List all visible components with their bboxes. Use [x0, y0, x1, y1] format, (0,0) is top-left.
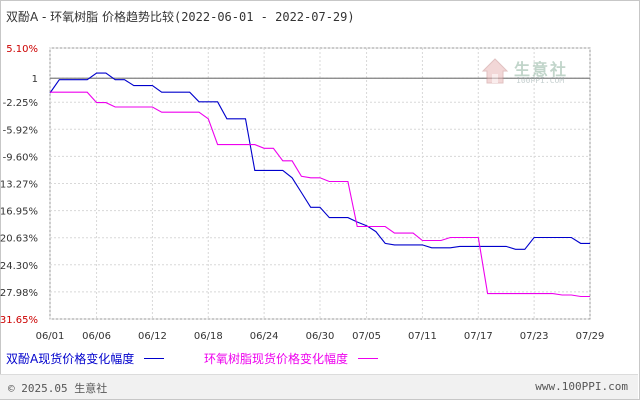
legend-item-bisphenol-a: 双酚A现货价格变化幅度	[6, 350, 165, 367]
y-tick-label: -16.95%	[0, 207, 38, 218]
series-line-bisphenol-a	[49, 72, 590, 250]
y-tick-label: -24.30%	[0, 261, 38, 272]
x-tick-label: 06/18	[194, 331, 223, 342]
legend-label-epoxy-resin: 环氧树脂现货价格变化幅度	[204, 352, 349, 366]
x-tick-label: 06/12	[138, 331, 167, 342]
chart-title: 双酚A - 环氧树脂 价格趋势比较(2022-06-01 - 2022-07-2…	[6, 8, 355, 25]
watermark-logo: 生意社 100PPI.COM	[480, 56, 580, 90]
y-tick-label: -9.60%	[3, 152, 38, 163]
footer-copyright: © 2025.05 生意社	[8, 382, 108, 395]
legend-item-epoxy-resin: 环氧树脂现货价格变化幅度	[204, 350, 379, 367]
x-tick-label: 07/17	[464, 331, 493, 342]
chart-title-main: 双酚A - 环氧树脂 价格趋势比较	[6, 10, 174, 24]
watermark-name: 生意社	[514, 60, 569, 79]
x-tick-label: 07/11	[408, 331, 437, 342]
y-tick-label: -2.25%	[3, 98, 38, 109]
x-tick-label: 06/30	[306, 331, 335, 342]
legend-swatch-bisphenol-a	[144, 358, 165, 359]
watermark-sub: 100PPI.COM	[516, 76, 565, 85]
x-tick-label: 06/24	[250, 331, 279, 342]
y-tick-label: -5.92%	[3, 125, 38, 136]
legend-label-bisphenol-a: 双酚A现货价格变化幅度	[6, 352, 135, 366]
y-tick-label: -27.98%	[0, 288, 38, 299]
footer-url-link[interactable]: www.100PPI.com	[535, 380, 628, 393]
x-tick-label: 07/23	[520, 331, 549, 342]
y-tick-label: 1	[32, 74, 38, 85]
y-tick-label: -31.65%	[0, 315, 38, 326]
y-tick-label: 5.10%	[6, 44, 38, 55]
x-tick-label: 06/01	[36, 331, 65, 342]
footer-bar: © 2025.05 生意社 www.100PPI.com	[0, 374, 638, 399]
x-tick-label: 07/05	[352, 331, 381, 342]
y-tick-label: -13.27%	[0, 179, 38, 190]
legend-swatch-epoxy-resin	[358, 358, 379, 359]
x-tick-label: 06/06	[82, 331, 111, 342]
x-tick-label: 07/29	[576, 331, 605, 342]
chart-title-range: (2022-06-01 - 2022-07-29)	[173, 10, 355, 24]
y-tick-label: -20.63%	[0, 234, 38, 245]
series-line-epoxy-resin	[50, 91, 590, 298]
watermark-house-icon	[481, 58, 509, 84]
